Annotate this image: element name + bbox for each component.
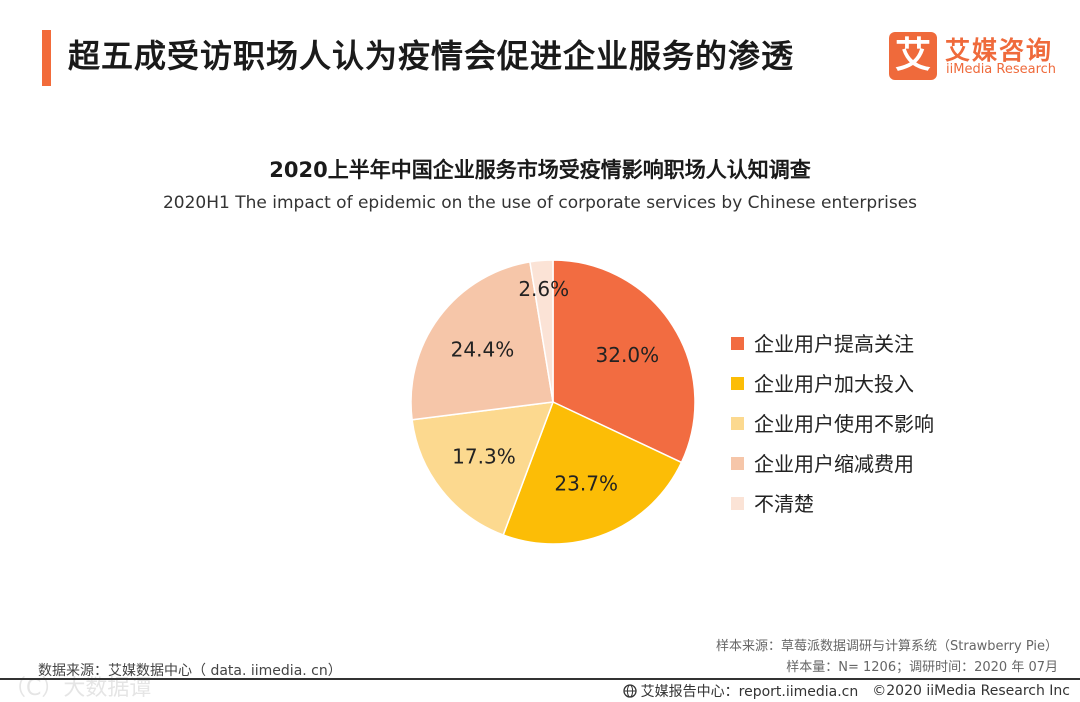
logo-en-text: iiMedia Research (946, 62, 1057, 77)
report-center-link[interactable]: 艾媒报告中心：report.iimedia.cn (640, 684, 859, 700)
legend-item-2[interactable]: 企业用户使用不影响 (731, 402, 934, 442)
sample-source-note: 样本来源：草莓派数据调研与计算系统（Strawberry Pie） (716, 639, 1058, 654)
pie-slice-2[interactable] (411, 401, 555, 536)
legend-swatch (731, 416, 744, 430)
globe-icon (622, 684, 637, 698)
pie-label-4: 2.6% (518, 277, 569, 301)
title-accent-bar (42, 30, 51, 86)
footer-divider (0, 678, 1080, 680)
legend-label: 企业用户提高关注 (754, 331, 914, 356)
pie-slice-3[interactable] (410, 261, 554, 421)
legend-label: 企业用户使用不影响 (754, 411, 934, 436)
legend-swatch (731, 336, 744, 350)
pie-label-1: 23.7% (554, 472, 618, 496)
logo-cn-text: 艾媒咨询 (945, 36, 1054, 65)
legend-swatch (731, 456, 744, 470)
copyright: ©2020 iiMedia Research Inc (872, 683, 1070, 699)
pie-label-2: 17.3% (452, 445, 516, 469)
pie-slice-1[interactable] (502, 400, 683, 545)
pie-slice-4[interactable] (529, 259, 554, 403)
legend-swatch (731, 376, 744, 390)
chart-subtitle: 2020H1 The impact of epidemic on the use… (162, 193, 918, 213)
iimedia-logo[interactable]: 艾 艾媒咨询 iiMedia Research (889, 32, 1069, 82)
footer: 艾媒报告中心：report.iimedia.cn ©2020 iiMedia R… (622, 681, 1070, 701)
legend-item-0[interactable]: 企业用户提高关注 (731, 322, 934, 362)
chart-title: 2020上半年中国企业服务市场受疫情影响职场人认知调查 (269, 158, 811, 182)
legend-swatch (731, 496, 744, 510)
legend-label: 企业用户缩减费用 (754, 451, 914, 476)
legend-label: 不清楚 (754, 491, 814, 516)
watermark: （C）大数据谭 (4, 676, 152, 701)
pie-label-0: 32.0% (596, 343, 660, 367)
legend-item-3[interactable]: 企业用户缩减费用 (731, 442, 934, 482)
page-title: 超五成受访职场人认为疫情会促进企业服务的渗透 (68, 37, 795, 75)
legend-item-1[interactable]: 企业用户加大投入 (731, 362, 934, 402)
data-source: 数据来源：艾媒数据中心（ data. iimedia. cn） (38, 663, 342, 679)
logo-mark: 艾 (889, 32, 937, 80)
sample-size-note: 样本量：N= 1206；调研时间：2020 年 07月 (786, 660, 1058, 675)
pie-slice-0[interactable] (552, 259, 696, 464)
legend-label: 企业用户加大投入 (754, 371, 914, 396)
legend-item-4[interactable]: 不清楚 (731, 482, 934, 522)
pie-label-3: 24.4% (451, 337, 515, 361)
chart-legend: 企业用户提高关注 企业用户加大投入 企业用户使用不影响 企业用户缩减费用 不清楚 (731, 322, 934, 522)
